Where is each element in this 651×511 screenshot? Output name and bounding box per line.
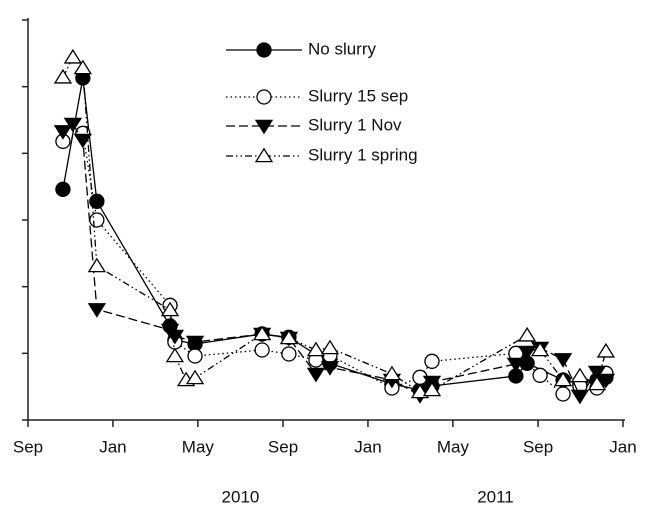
legend-label: No slurry [308,39,377,58]
marker [530,341,550,357]
marker [185,369,205,385]
legend-label: Slurry 15 sep [308,86,408,105]
series-line [62,56,607,393]
marker [185,335,205,351]
marker [596,373,616,389]
marker [422,381,442,397]
marker [306,367,326,383]
marker [555,386,571,402]
legend-label: Slurry 1 Nov [308,115,402,134]
legend-marker [254,119,274,135]
marker [424,353,440,369]
marker [254,342,270,358]
year-label: 2011 [477,487,514,506]
marker [517,326,537,342]
marker [63,117,83,133]
marker [73,59,93,75]
year-label: 2010 [222,487,260,506]
marker [160,301,180,317]
marker [517,345,537,361]
marker [87,303,107,318]
marker [252,325,272,341]
marker [53,125,73,140]
marker [281,346,297,362]
x-tick-label: Jan [354,437,381,456]
marker [73,133,93,149]
legend-marker [254,147,274,163]
x-tick-label: Sep [523,437,553,456]
marker [506,357,526,373]
marker [279,329,299,345]
x-tick-label: May [437,437,470,456]
legend-marker [256,42,272,58]
x-tick-label: Sep [268,437,298,456]
marker [320,361,340,376]
legend-marker [256,89,272,105]
marker [55,181,71,197]
marker [89,193,105,209]
marker [165,347,185,363]
x-tick-label: Sep [13,437,43,456]
x-tick-label: Jan [609,437,636,456]
marker [587,375,607,391]
marker [187,348,203,364]
marker [53,68,73,84]
marker [570,389,590,405]
marker [63,48,83,64]
marker [596,342,616,358]
marker [532,367,548,383]
marker [165,329,185,345]
marker [89,212,105,228]
x-tick-label: Jan [99,437,126,456]
legend-label: Slurry 1 spring [308,145,418,164]
marker [382,365,402,381]
marker [553,371,573,387]
marker [306,341,326,357]
marker [320,339,340,355]
marker [570,367,590,383]
marker [553,353,573,368]
marker [87,257,107,273]
x-tick-label: May [182,437,215,456]
